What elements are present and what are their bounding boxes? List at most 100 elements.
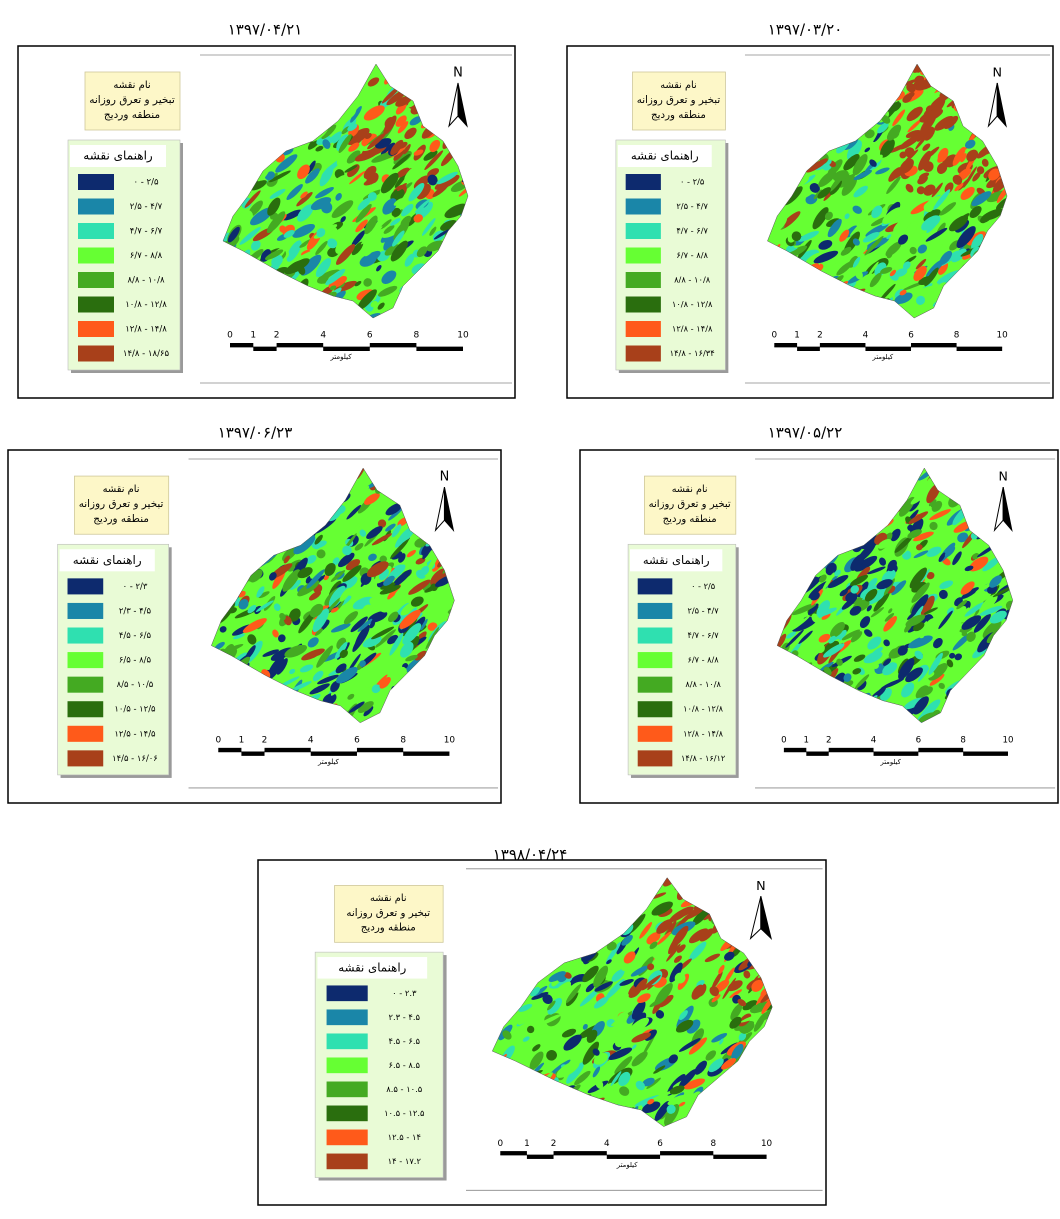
raster-patch [729, 1016, 742, 1029]
raster-patch [546, 1050, 558, 1061]
raster-patch [582, 965, 599, 983]
raster-patch [342, 565, 362, 582]
raster-patch [915, 285, 936, 297]
raster-patch [362, 604, 374, 616]
raster-patch [565, 984, 582, 1004]
raster-patch [922, 143, 931, 151]
scale-tick-label: 2 [817, 331, 823, 341]
raster-patch [839, 171, 856, 188]
raster-patch [547, 1000, 556, 1011]
raster-patch [818, 240, 833, 250]
raster-patch [925, 259, 944, 279]
raster-patch [611, 1014, 629, 1027]
raster-patch [324, 562, 336, 576]
raster-patch [427, 622, 438, 631]
raster-patch [952, 551, 962, 566]
raster-patch [911, 581, 927, 593]
scale-unit: کیلومتر [317, 758, 340, 766]
raster-patch [920, 113, 937, 134]
raster-patch [791, 603, 817, 616]
raster-patch [618, 1071, 631, 1086]
legend-class-label: ۱۴/۸ - ۱۸/۶۵ [123, 349, 170, 359]
raster-patch [300, 254, 322, 276]
legend-class-label: ۱۲/۸ - ۱۴/۸ [125, 325, 167, 335]
raster-patch [729, 989, 743, 999]
raster-patch [429, 139, 441, 153]
raster-patch [647, 1098, 655, 1105]
raster-patch [370, 301, 378, 308]
raster-patch [669, 1085, 685, 1095]
raster-patch [621, 993, 629, 1003]
raster-patch [877, 539, 892, 549]
raster-patch [872, 662, 879, 669]
raster-patch [916, 186, 925, 195]
raster-patch [399, 609, 421, 629]
raster-patch [330, 680, 340, 693]
raster-patch [958, 607, 970, 624]
raster-patch [972, 171, 981, 182]
raster-patch [920, 699, 941, 719]
raster-patch [908, 635, 933, 649]
map-name-line: منطقه وردیج [104, 109, 160, 121]
basin-outline [222, 63, 469, 319]
raster-patch [691, 984, 704, 1000]
raster-patch [425, 627, 440, 650]
raster-patch [812, 207, 829, 230]
raster-patch [289, 579, 301, 590]
raster-patch [813, 250, 839, 264]
raster-patch [383, 575, 395, 586]
raster-patch [289, 668, 296, 675]
scale-tick-label: 1 [804, 735, 810, 745]
raster-patch [904, 147, 915, 158]
raster-patch [651, 901, 673, 916]
raster-patch [741, 1022, 755, 1034]
legend-title: راهنمای نقشه [643, 553, 710, 568]
raster-patch [815, 642, 825, 654]
raster-patch [830, 622, 845, 638]
raster-patch [631, 1051, 648, 1067]
raster-patch [929, 509, 951, 521]
north-label: N [998, 469, 1007, 484]
raster-patch [393, 150, 412, 165]
raster-patch [579, 988, 600, 1007]
raster-patch [606, 959, 612, 965]
raster-patch [928, 652, 943, 675]
raster-patch [964, 602, 985, 617]
raster-patch [809, 183, 820, 193]
raster-patch [367, 132, 386, 150]
raster-patch [914, 650, 924, 660]
raster-patch [724, 951, 735, 961]
raster-patch [335, 663, 347, 674]
raster-patch [371, 533, 392, 546]
scale-unit: کیلومتر [880, 758, 902, 766]
raster-patch [347, 693, 355, 700]
raster-patch [420, 618, 428, 631]
raster-patch [393, 148, 405, 161]
raster-patch [245, 645, 256, 660]
legend-swatch [625, 247, 661, 264]
raster-patch [917, 667, 930, 682]
raster-patch [537, 1014, 562, 1026]
raster-patch [852, 205, 862, 214]
scale-segment [230, 343, 254, 347]
raster-patch [619, 978, 634, 986]
raster-patch [382, 198, 397, 215]
scale-segment [526, 1155, 554, 1159]
map-name-line: تبخیر و تعرق روزانه [89, 94, 175, 106]
raster-patch [938, 589, 948, 599]
raster-patch [631, 1000, 646, 1020]
raster-patch [688, 1037, 708, 1055]
map-name-box [334, 885, 444, 943]
raster-patch [279, 225, 287, 233]
raster-patch [376, 264, 382, 272]
raster-patch [279, 612, 286, 621]
raster-patch [899, 134, 922, 150]
raster-patch [233, 633, 245, 640]
scale-tick-label: 4 [871, 735, 877, 745]
raster-patch [880, 267, 893, 274]
raster-patch [413, 149, 424, 156]
scale-segment [797, 347, 820, 351]
raster-patch [278, 634, 286, 643]
raster-patch [937, 152, 948, 163]
panel-date: ۱۳۹۷/۰۳/۲۰ [768, 21, 843, 39]
